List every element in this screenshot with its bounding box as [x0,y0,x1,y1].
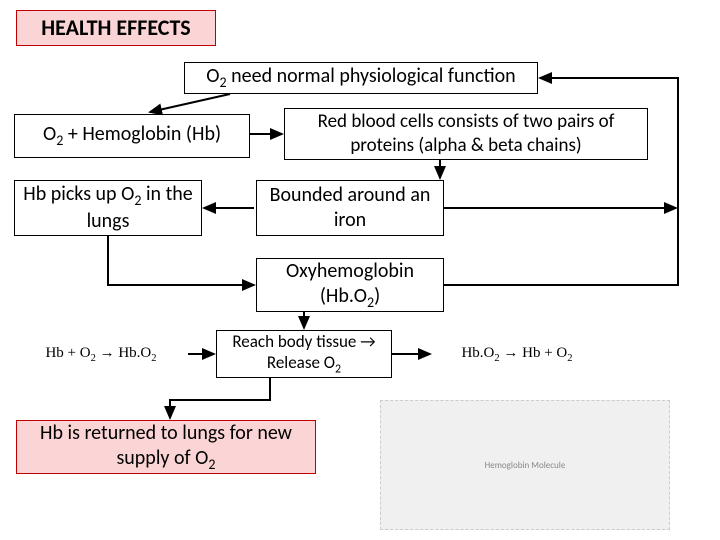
node-oxyhemoglobin: Oxyhemoglobin (Hb.O2) [256,258,444,312]
node-bounded-iron-text: Bounded around an iron [265,183,435,233]
node-o2-hemoglobin: O2 + Hemoglobin (Hb) [14,114,250,158]
node-hb-returned-text: Hb is returned to lungs for new supply o… [25,421,307,474]
node-oxyhemoglobin-text: Oxyhemoglobin (Hb.O2) [265,259,435,312]
hemoglobin-molecule-image: Hemoglobin Molecule [380,400,670,530]
node-hb-returned: Hb is returned to lungs for new supply o… [16,420,316,474]
node-reach-tissue: Reach body tissue → Release O2 [216,330,392,378]
node-o2-hemoglobin-text: O2 + Hemoglobin (Hb) [43,122,221,150]
node-o2-physiological-text: O2 need normal physiological function [206,64,515,92]
title-box: HEALTH EFFECTS [16,10,216,46]
equation-reverse: Hb.O2 → Hb + O2 [432,336,602,372]
equation-forward: Hb + O2 → Hb.O2 [16,336,186,372]
node-reach-tissue-text: Reach body tissue → Release O2 [225,331,383,378]
node-rbc-proteins: Red blood cells consists of two pairs of… [284,108,648,160]
node-o2-physiological: O2 need normal physiological function [184,62,538,94]
equation-forward-text: Hb + O2 → Hb.O2 [45,345,156,364]
node-hb-picks-up: Hb picks up O2 in the lungs [14,180,202,236]
title-text: HEALTH EFFECTS [41,14,190,42]
node-hb-picks-up-text: Hb picks up O2 in the lungs [23,182,193,235]
equation-reverse-text: Hb.O2 → Hb + O2 [461,345,572,364]
hemoglobin-molecule-label: Hemoglobin Molecule [485,460,566,471]
node-rbc-proteins-text: Red blood cells consists of two pairs of… [293,110,639,158]
node-bounded-iron: Bounded around an iron [256,180,444,236]
